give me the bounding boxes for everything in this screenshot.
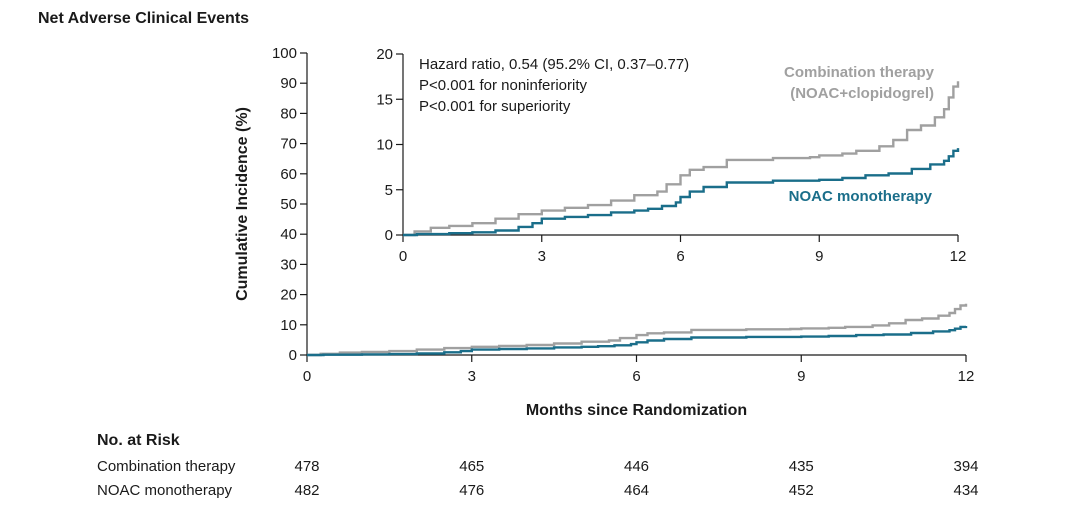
inset-annotation-line: Hazard ratio, 0.54 (95.2% CI, 0.37–0.77) — [419, 56, 689, 73]
risk-table-row: Combination therapy 478 465 446 435 394 — [0, 458, 1080, 480]
inset-x-tick-label: 6 — [676, 248, 684, 265]
main-y-tick-label: 50 — [280, 196, 297, 213]
inset-series-line-combination — [403, 81, 960, 237]
main-y-tick-label: 70 — [280, 136, 297, 153]
main-y-tick-label: 100 — [272, 45, 297, 62]
risk-row-value: 446 — [623, 458, 650, 475]
main-series — [307, 303, 968, 357]
risk-row-name: NOAC monotherapy — [97, 482, 233, 499]
inset-y-tick-label: 20 — [376, 46, 393, 63]
risk-row-value: 452 — [788, 482, 814, 499]
inset-x-tick-label: 0 — [399, 248, 407, 265]
main-x-tick-label: 6 — [632, 368, 640, 385]
risk-row-name: Combination therapy — [97, 458, 236, 475]
figure-title: Net Adverse Clinical Events — [38, 10, 250, 27]
main-y-tick-label: 90 — [280, 75, 297, 92]
risk-row-value: 478 — [294, 458, 320, 475]
inset-annotation-line: P<0.001 for noninferiority — [419, 77, 588, 94]
x-axis-label: Months since Randomization — [526, 402, 747, 419]
risk-table-title: No. at Risk — [97, 432, 180, 449]
inset-x-tick-label: 9 — [815, 248, 823, 265]
series-label-combination: (NOAC+clopidogrel) — [790, 85, 934, 102]
risk-table: No. at Risk Combination therapy 478 465 446… — [0, 432, 1080, 512]
risk-row-value: 394 — [953, 458, 979, 475]
risk-row-value: 434 — [953, 482, 979, 499]
inset-axes: 0 5 10 15 20 0 3 6 9 12 — [376, 46, 966, 265]
main-x-tick-label: 3 — [468, 368, 476, 385]
inset-x-tick-label: 12 — [950, 248, 967, 265]
main-x-tick-label: 0 — [303, 368, 311, 385]
risk-row-value: 435 — [788, 458, 814, 475]
km-chart: 0 10 20 30 40 50 60 70 80 90 100 0 3 6 9 12 0 5 10 15 20 0 3 6… — [234, 45, 974, 419]
main-y-tick-label: 60 — [280, 166, 297, 183]
risk-row-value: 476 — [459, 482, 485, 499]
main-y-tick-label: 40 — [280, 226, 297, 243]
main-series-line-monotherapy — [307, 325, 968, 357]
series-label-combination: Combination therapy — [784, 64, 935, 81]
main-x-tick-label: 9 — [797, 368, 805, 385]
inset-y-tick-label: 10 — [376, 137, 393, 154]
risk-row-value: 465 — [459, 458, 485, 475]
inset-y-tick-label: 5 — [385, 182, 393, 199]
risk-row-value: 482 — [294, 482, 320, 499]
inset-series — [403, 81, 960, 237]
risk-row-value: 464 — [623, 482, 650, 499]
inset-annotation: Hazard ratio, 0.54 (95.2% CI, 0.37–0.77)… — [419, 56, 935, 205]
inset-series-line-monotherapy — [403, 148, 960, 237]
main-y-tick-label: 80 — [280, 105, 297, 122]
main-series-line-combination — [307, 303, 968, 357]
y-axis-label: Cumulative Incidence (%) — [234, 107, 251, 301]
series-label-monotherapy: NOAC monotherapy — [789, 188, 933, 205]
main-y-tick-label: 30 — [280, 256, 297, 273]
main-y-tick-label: 20 — [280, 287, 297, 304]
main-y-tick-label: 0 — [289, 347, 297, 364]
inset-x-tick-label: 3 — [538, 248, 546, 265]
main-x-tick-label: 12 — [958, 368, 975, 385]
main-y-tick-label: 10 — [280, 317, 297, 334]
inset-y-tick-label: 15 — [376, 91, 393, 108]
inset-annotation-line: P<0.001 for superiority — [419, 98, 571, 115]
inset-y-tick-label: 0 — [385, 227, 393, 244]
risk-table-row: NOAC monotherapy 482 476 464 452 434 — [0, 482, 1080, 504]
